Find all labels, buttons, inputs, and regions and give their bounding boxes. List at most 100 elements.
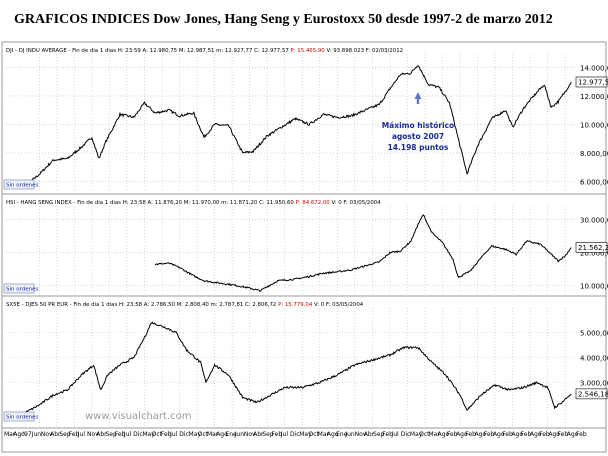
x-tick-label: Ago: [438, 431, 450, 438]
x-tick-label: Jul: [77, 431, 86, 438]
grid-sx5e: [6, 308, 574, 427]
x-tick-label: Feb: [558, 431, 569, 438]
x-tick-label: Mar: [4, 431, 16, 438]
x-tick-label: Feb: [161, 431, 172, 438]
x-tick-label: Abr: [50, 431, 61, 438]
x-tick-label: Dic: [401, 431, 411, 438]
x-tick-label: Oct: [419, 431, 430, 438]
y-tick-label: 10.000,00: [580, 283, 608, 291]
x-tick-label: Ago: [493, 431, 505, 438]
grid-dji: [6, 54, 574, 192]
x-tick-label: Ago: [327, 431, 339, 438]
x-tick-label: Ago: [530, 431, 542, 438]
x-tick-label: May: [189, 431, 202, 438]
last-value-label: 21.562,26: [578, 244, 608, 252]
x-tick-label: Feb: [69, 431, 80, 438]
sin-ordenes-label[interactable]: Sin ordenes: [6, 287, 39, 293]
x-tick-label: Feb: [447, 431, 458, 438]
x-tick-label: May: [142, 431, 155, 438]
y-tick-label: 12.000,00: [580, 93, 608, 101]
x-tick-label: Dic: [290, 431, 300, 438]
y-tick-label: 4.000,00: [580, 355, 608, 363]
last-value-box: [575, 388, 608, 400]
panel-sx5e: 3.000,00 4.000,00 5.000,00 SX5E - DJES 50 P…: [2, 295, 608, 427]
outer-frame: [1, 41, 607, 453]
x-tick-label: Feb: [502, 431, 513, 438]
x-tick-label: Feb: [521, 431, 532, 438]
x-tick-label: Ene: [225, 431, 237, 438]
x-tick-label: Nov: [244, 431, 256, 438]
last-value-box: [575, 242, 608, 253]
x-tick-label: '97: [22, 431, 31, 438]
sin-ordenes-label[interactable]: Sin ordenes: [6, 415, 39, 421]
x-tick-label: Abr: [364, 431, 375, 438]
x-tick-label: Oct: [308, 431, 319, 438]
series-line-sx5e: [11, 321, 572, 417]
x-tick-label: Sep: [262, 431, 274, 438]
y-tick-label: 20.000,00: [580, 250, 608, 258]
x-tick-label: Feb: [382, 431, 393, 438]
x-tick-label: Mar: [207, 431, 219, 438]
x-tick-label: Ago: [567, 431, 579, 438]
x-tick-label: Dic: [179, 431, 189, 438]
x-tick-label: Jul: [280, 431, 289, 438]
x-tick-label: Feb: [272, 431, 283, 438]
panel-header-sx5e: SX5E - DJES 50 PR EUR - Fin de dia 1 dia…: [6, 302, 364, 308]
x-tick-label: Ago: [456, 431, 468, 438]
x-tick-label: Feb: [115, 431, 126, 438]
x-tick-label: Nov: [355, 431, 367, 438]
x-tick-label: Jul: [123, 431, 132, 438]
panel-header-dji: DJI - DJ INDU AVERAGE - Fin de dia 1 dia…: [6, 48, 403, 54]
x-tick-label: Jun: [31, 431, 42, 438]
panel-header-hsi: HSI - HANG SENG INDEX - Fin de dia 1 dia…: [6, 200, 381, 206]
panel-dji: 6.000,00 8.000,00 10.000,00 12.000,00 14.000…: [3, 48, 608, 192]
x-tick-label: Jun: [344, 431, 355, 438]
sin-ordenes-button[interactable]: Sin ordenes: [3, 179, 39, 190]
x-tick-label: Oct: [152, 431, 163, 438]
x-tick-label: Jun: [234, 431, 245, 438]
x-tick-label: Feb: [465, 431, 476, 438]
x-tick-label: Ago: [548, 431, 560, 438]
x-tick-label: May: [410, 431, 423, 438]
sin-ordenes-label[interactable]: Sin ordenes: [6, 183, 39, 189]
x-tick-label: Ago: [216, 431, 228, 438]
sin-ordenes-button-bg[interactable]: [3, 179, 35, 190]
x-tick-label: Sep: [373, 431, 385, 438]
annotation-line: agosto 2007: [392, 132, 444, 141]
series-line-hsi: [154, 214, 572, 293]
annotation-line: 14.198 puntos: [388, 143, 449, 152]
grid-hsi: [6, 206, 574, 296]
sin-ordenes-button[interactable]: Sin ordenes: [3, 283, 39, 294]
sin-ordenes-button-bg[interactable]: [3, 283, 35, 294]
page-title: GRAFICOS INDICES Dow Jones, Hang Seng y …: [14, 12, 553, 27]
panels-layer: 6.000,00 8.000,00 10.000,00 12.000,00 14.000…: [2, 48, 608, 427]
x-tick-label: Jul: [390, 431, 399, 438]
x-tick-label: Nov: [87, 431, 99, 438]
y-tick-label: 8.000,00: [580, 150, 608, 158]
y-tick-label: 30.000,00: [580, 217, 608, 225]
panel-hsi: 10.000,00 20.000,00 30.000,00 HSI - HANG SE…: [2, 193, 608, 296]
x-tick-label: Mar: [428, 431, 440, 438]
y-tick-label: 14.000,00: [580, 64, 608, 72]
x-tick-label: Oct: [198, 431, 209, 438]
x-tick-label: Feb: [484, 431, 495, 438]
last-value-label: 12.977,57: [578, 78, 608, 86]
y-tick-label: 10.000,00: [580, 121, 608, 129]
x-tick-label: Ene: [336, 431, 348, 438]
x-tick-label: Nov: [41, 431, 53, 438]
watermark: www.visualchart.com: [85, 411, 191, 422]
x-tick-label: Ago: [475, 431, 487, 438]
x-tick-label: Ago: [13, 431, 25, 438]
series-line-dji: [10, 65, 572, 189]
x-tick-label: Mar: [318, 431, 330, 438]
last-value-label: 2.546,18: [578, 390, 608, 398]
last-value-box: [575, 76, 608, 88]
y-tick-label: 5.000,00: [580, 330, 608, 338]
x-tick-label: Jul: [169, 431, 178, 438]
sin-ordenes-button[interactable]: Sin ordenes: [3, 411, 39, 422]
x-tick-label: Feb: [576, 431, 587, 438]
sin-ordenes-button-bg[interactable]: [3, 411, 35, 422]
x-tick-label: Sep: [59, 431, 71, 438]
